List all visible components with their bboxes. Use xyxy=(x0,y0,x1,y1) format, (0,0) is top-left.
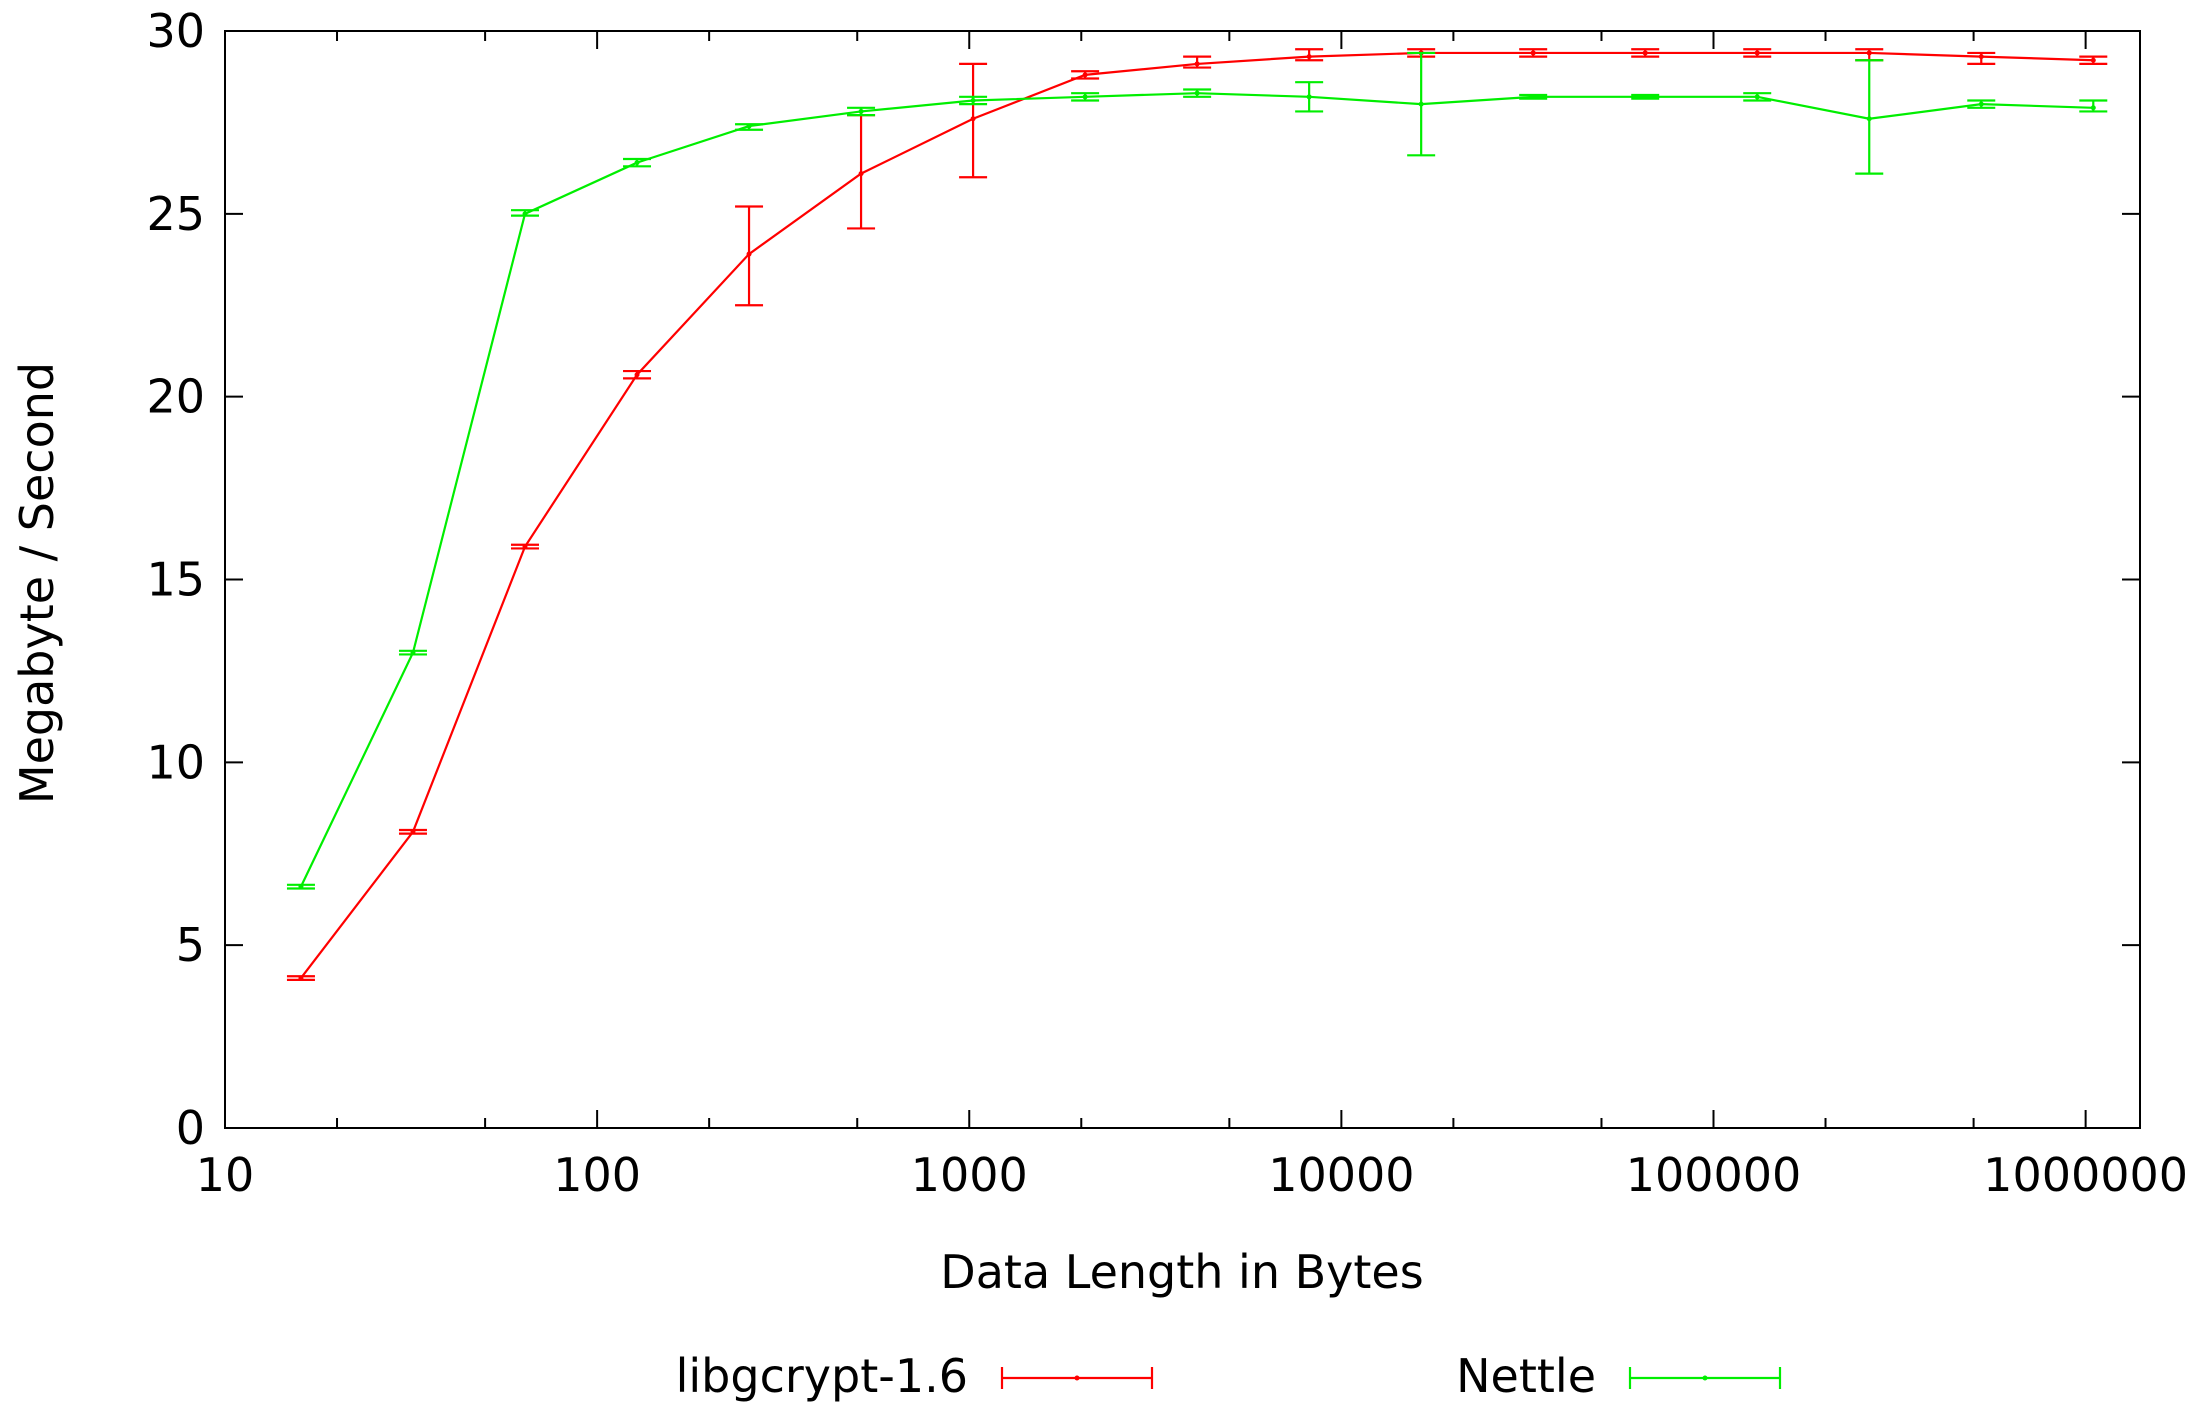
data-point-libgcrypt-1-6 xyxy=(858,171,864,177)
x-tick-label: 10 xyxy=(196,1148,255,1202)
y-tick-label: 0 xyxy=(176,1101,205,1155)
plot-area-frame xyxy=(224,30,2141,1129)
data-point-nettle xyxy=(1530,94,1536,100)
error-bar-nettle xyxy=(2079,99,2108,113)
error-bar-libgcrypt-1-6 xyxy=(2079,55,2108,66)
data-point-libgcrypt-1-6 xyxy=(1866,50,1872,56)
error-bar-libgcrypt-1-6 xyxy=(1295,48,1324,62)
data-point-libgcrypt-1-6 xyxy=(298,975,304,981)
data-point-nettle xyxy=(746,123,752,129)
data-point-nettle xyxy=(410,650,416,656)
y-tick-label: 25 xyxy=(146,187,205,241)
data-point-nettle xyxy=(858,108,864,114)
data-point-libgcrypt-1-6 xyxy=(1194,61,1200,67)
series-libgcrypt-1-6 xyxy=(286,48,2108,982)
data-point-libgcrypt-1-6 xyxy=(746,251,752,257)
error-bar-libgcrypt-1-6 xyxy=(735,205,764,307)
error-bar-nettle xyxy=(735,123,764,131)
data-point-libgcrypt-1-6 xyxy=(2090,57,2096,63)
data-point-nettle xyxy=(1082,94,1088,100)
data-point-libgcrypt-1-6 xyxy=(1642,50,1648,56)
error-bar-nettle xyxy=(847,106,876,117)
error-bar-nettle xyxy=(398,649,427,656)
error-bar-nettle xyxy=(510,209,539,217)
data-point-nettle xyxy=(2090,105,2096,111)
y-tick-label: 20 xyxy=(146,370,205,424)
error-bar-libgcrypt-1-6 xyxy=(1183,55,1212,69)
error-bar-libgcrypt-1-6 xyxy=(959,62,988,179)
error-bar-nettle xyxy=(623,157,652,168)
error-bar-nettle xyxy=(1855,59,1884,175)
x-tick-label: 1000000 xyxy=(1983,1148,2185,1202)
data-point-libgcrypt-1-6 xyxy=(970,116,976,122)
legend-key-point xyxy=(1702,1375,1708,1381)
error-bar-nettle xyxy=(1071,92,1100,102)
error-bar-nettle xyxy=(1519,93,1548,100)
data-point-nettle xyxy=(1866,116,1872,122)
x-tick-label: 100 xyxy=(553,1148,641,1202)
data-point-nettle xyxy=(1642,94,1648,100)
error-bar-libgcrypt-1-6 xyxy=(623,369,652,380)
error-bar-nettle xyxy=(1183,88,1212,98)
legend: libgcrypt-1.6 Nettle xyxy=(676,1349,1782,1403)
legend-item-nettle: Nettle xyxy=(1456,1349,1782,1403)
data-point-libgcrypt-1-6 xyxy=(1754,50,1760,56)
data-point-nettle xyxy=(634,160,640,166)
error-bar-nettle xyxy=(959,95,988,106)
x-tick-label: 1000 xyxy=(911,1148,1028,1202)
legend-label-libgcrypt: libgcrypt-1.6 xyxy=(676,1349,968,1403)
y-tick-label: 15 xyxy=(146,553,205,607)
legend-item-libgcrypt: libgcrypt-1.6 xyxy=(676,1349,1154,1403)
data-point-nettle xyxy=(1754,94,1760,100)
error-bar-libgcrypt-1-6 xyxy=(398,828,427,835)
error-bar-libgcrypt-1-6 xyxy=(1519,48,1548,58)
error-bar-libgcrypt-1-6 xyxy=(286,975,315,982)
y-tick-label: 30 xyxy=(146,4,205,58)
series-layer xyxy=(286,48,2108,982)
data-point-libgcrypt-1-6 xyxy=(1082,72,1088,78)
data-point-libgcrypt-1-6 xyxy=(522,544,528,550)
series-nettle xyxy=(286,51,2108,890)
error-bar-nettle xyxy=(1967,99,1996,109)
x-tick-label: 10000 xyxy=(1268,1148,1414,1202)
error-bar-nettle xyxy=(1631,93,1660,100)
y-axis-title: Megabyte / Second xyxy=(10,362,64,804)
data-point-nettle xyxy=(1418,101,1424,107)
error-bar-libgcrypt-1-6 xyxy=(1631,48,1660,58)
error-bar-libgcrypt-1-6 xyxy=(1967,51,1996,66)
error-bar-libgcrypt-1-6 xyxy=(1743,48,1772,58)
tick-labels: 0 5 10 15 20 25 30 10 100 1000 10000 100000 1000000 xyxy=(146,4,2185,1202)
error-bar-nettle xyxy=(1743,92,1772,102)
data-point-nettle xyxy=(970,97,976,103)
error-bar-nettle xyxy=(1295,81,1324,113)
error-bar-nettle xyxy=(1407,51,1436,157)
x-tick-label: 100000 xyxy=(1626,1148,1802,1202)
legend-key-nettle xyxy=(1628,1367,1782,1389)
error-bar-libgcrypt-1-6 xyxy=(1071,70,1100,80)
legend-key-libgcrypt xyxy=(1000,1367,1154,1389)
x-axis-title: Data Length in Bytes xyxy=(940,1245,1423,1299)
data-point-nettle xyxy=(522,211,528,217)
data-point-libgcrypt-1-6 xyxy=(634,372,640,378)
error-bar-libgcrypt-1-6 xyxy=(510,543,539,550)
data-point-nettle xyxy=(1194,90,1200,96)
data-point-nettle xyxy=(1306,94,1312,100)
legend-label-nettle: Nettle xyxy=(1456,1349,1596,1403)
data-point-libgcrypt-1-6 xyxy=(410,829,416,835)
data-point-libgcrypt-1-6 xyxy=(1978,54,1984,60)
data-point-libgcrypt-1-6 xyxy=(1306,54,1312,60)
y-tick-label: 5 xyxy=(176,918,205,972)
error-bar-nettle xyxy=(286,883,315,890)
legend-key-point xyxy=(1074,1375,1080,1381)
data-point-libgcrypt-1-6 xyxy=(1530,50,1536,56)
y-tick-label: 10 xyxy=(146,735,205,789)
data-point-nettle xyxy=(298,884,304,890)
data-point-nettle xyxy=(1978,101,1984,107)
